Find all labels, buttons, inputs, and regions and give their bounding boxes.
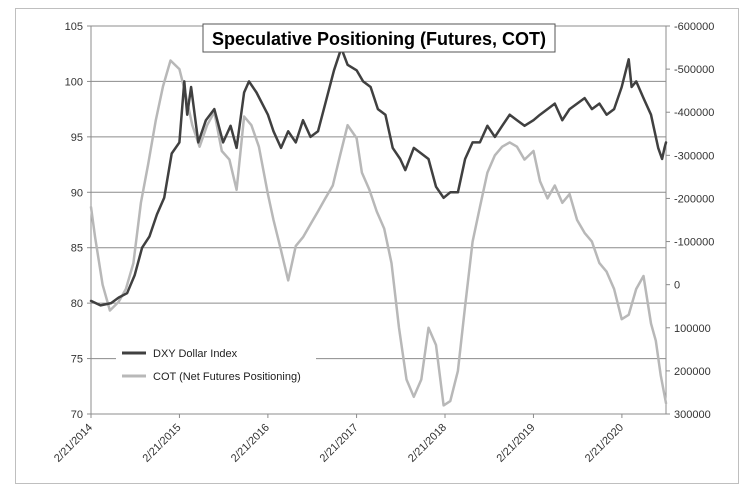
x-tick-label: 2/21/2016 [229, 422, 272, 465]
left-tick-label: 85 [71, 243, 83, 255]
chart-canvas: 105 100 95 90 85 80 75 70 -600000 -500000 -400000… [52, 21, 714, 465]
right-tick-label: -400000 [674, 107, 714, 119]
left-axis-ticks: 105 100 95 90 85 80 75 70 [65, 21, 91, 421]
x-tick-label: 2/21/2020 [583, 422, 626, 465]
right-tick-label: -200000 [674, 193, 714, 205]
left-tick-label: 70 [71, 409, 83, 421]
right-tick-label: 100000 [674, 323, 711, 335]
x-tick-label: 2/21/2015 [140, 422, 183, 465]
left-tick-label: 75 [71, 354, 83, 366]
legend: DXY Dollar Index COT (Net Futures Positi… [116, 344, 316, 388]
left-tick-label: 105 [65, 21, 83, 33]
x-axis-ticks: 2/21/2014 2/21/2015 2/21/2016 2/21/2017 2/21… [52, 414, 626, 465]
legend-label-dxy: DXY Dollar Index [153, 348, 238, 360]
x-tick-label: 2/21/2017 [318, 422, 361, 465]
series-lines [89, 46, 668, 407]
right-axis-ticks: -600000 -500000 -400000 -300000 -200000 -1000… [666, 21, 714, 421]
right-tick-label: -600000 [674, 21, 714, 33]
left-tick-label: 100 [65, 76, 83, 88]
x-tick-label: 2/21/2019 [494, 422, 537, 465]
left-tick-label: 95 [71, 132, 83, 144]
x-tick-label: 2/21/2018 [406, 422, 449, 465]
series-line-dxy [89, 46, 668, 307]
chart-title: Speculative Positioning (Futures, COT) [212, 29, 546, 49]
right-tick-label: -500000 [674, 64, 714, 76]
title-box [202, 23, 556, 53]
right-tick-label: 0 [674, 280, 680, 292]
left-tick-label: 80 [71, 298, 83, 310]
right-tick-label: 300000 [674, 409, 711, 421]
chart-frame: 105 100 95 90 85 80 75 70 -600000 -500000 -400000… [15, 8, 739, 484]
legend-box [116, 344, 316, 388]
right-tick-label: -100000 [674, 237, 714, 249]
right-tick-label: -300000 [674, 150, 714, 162]
left-tick-label: 90 [71, 187, 83, 199]
right-tick-label: 200000 [674, 366, 711, 378]
legend-label-cot: COT (Net Futures Positioning) [153, 371, 301, 383]
x-tick-label: 2/21/2014 [52, 422, 95, 465]
